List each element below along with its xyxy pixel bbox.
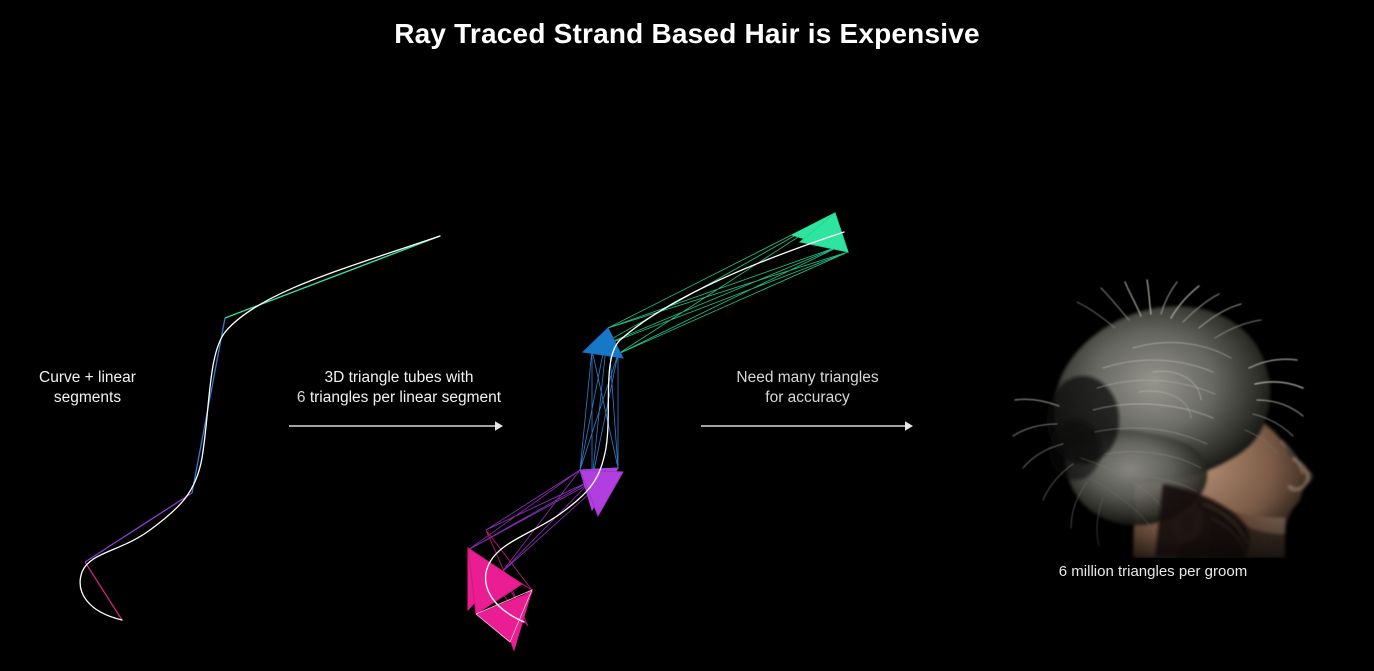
triangles-per-segment-count: 6 [296,389,306,406]
stage2-to-stage3-arrow [701,419,913,433]
caption-line-1: 3D triangle tubes with [324,369,474,386]
ray-traced-hair-render [963,272,1345,558]
caption-curve-linear-segments: Curve + linear segments [0,368,175,408]
tube-center-curve [484,231,845,623]
caption-triangle-tubes: 3D triangle tubes with 6 triangles per l… [288,368,510,408]
render-vignette [963,272,1345,558]
page-title: Ray Traced Strand Based Hair is Expensiv… [394,18,980,49]
caption-line-1: Curve + linear [39,369,136,386]
smooth-hair-curve [79,235,441,621]
caption-need-many-triangles: Need many triangles for accuracy [700,368,915,408]
caption-line-2: 6 triangles per linear segment [288,388,510,408]
magenta-prism-segment [467,529,533,652]
caption-line-2: segments [53,389,122,406]
caption-line-2: for accuracy [765,389,850,406]
blue-prism-segment [578,326,624,481]
purple-prism-segment [467,467,624,573]
stage1-to-stage2-arrow [289,419,503,433]
caption-render-triangle-count: 6 million triangles per groom [1058,563,1248,580]
caption-line-1: Need many triangles [736,369,879,386]
curve-and-linear-segments-diagram [40,200,480,650]
green-prism-segment [591,212,849,355]
caption-line-2-rest: triangles per linear segment [305,389,502,406]
triangle-tube-diagram [440,180,880,652]
